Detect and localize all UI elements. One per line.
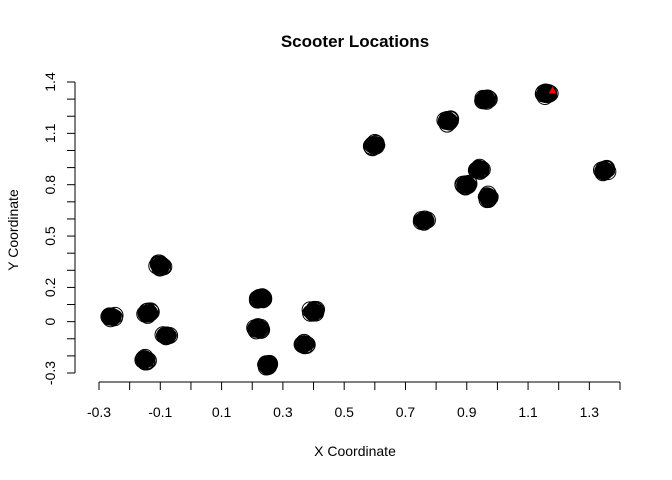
y-tick-label: 0.5 [42, 226, 58, 246]
data-point [259, 356, 277, 374]
point-cluster [362, 134, 386, 157]
data-point [296, 337, 314, 355]
point-cluster [412, 210, 436, 231]
x-tick-label: 1.1 [518, 404, 538, 420]
data-point [294, 335, 312, 353]
x-tick-label: 0.3 [273, 404, 293, 420]
data-point [252, 318, 270, 336]
data-point [478, 187, 496, 205]
y-axis: -0.3 0 0.2 0.5 0.8 1.1 1.4 [42, 72, 76, 385]
data-point [438, 110, 456, 128]
point-cluster [154, 326, 179, 346]
data-point [248, 318, 266, 336]
data-point [258, 356, 276, 374]
point-cluster [592, 159, 617, 182]
point-cluster [246, 318, 271, 340]
data-point [161, 326, 179, 344]
data-point [481, 189, 499, 207]
point-cluster [134, 348, 157, 371]
data-points [100, 83, 617, 376]
data-point [456, 175, 474, 193]
data-point [156, 327, 174, 345]
data-point [138, 305, 156, 323]
data-point [536, 88, 554, 106]
point-cluster [436, 110, 460, 133]
y-tick-label: 0 [42, 318, 58, 326]
data-point [437, 112, 455, 130]
data-point [595, 162, 613, 180]
data-point [412, 212, 430, 230]
data-point [252, 288, 270, 306]
x-tick-label: 0.9 [457, 404, 477, 420]
point-cluster [257, 354, 279, 376]
data-point [367, 137, 385, 155]
x-tick-label: 0.7 [396, 404, 416, 420]
data-point [480, 90, 498, 108]
x-tick-label: -0.1 [148, 404, 172, 420]
y-tick-label: 0.2 [42, 277, 58, 297]
point-cluster [534, 83, 559, 106]
data-point [475, 90, 493, 108]
data-point [454, 176, 472, 194]
y-tick-label: 1.4 [42, 72, 58, 92]
y-tick-label: 0.8 [42, 175, 58, 195]
highlight-triangle [548, 86, 557, 94]
point-cluster [136, 302, 160, 324]
data-point [248, 291, 266, 309]
point-cluster [293, 333, 316, 355]
data-point [152, 259, 170, 277]
data-point [304, 303, 322, 321]
chart-title: Scooter Locations [281, 32, 429, 51]
x-tick-label: 1.3 [580, 404, 600, 420]
data-point [103, 307, 121, 325]
data-point [301, 301, 319, 319]
x-axis-label: X Coordinate [314, 443, 396, 459]
point-cluster [474, 89, 498, 110]
data-point [149, 254, 167, 272]
point-cluster [454, 174, 478, 196]
point-cluster [248, 288, 273, 309]
data-point [104, 308, 122, 326]
x-axis: -0.3 -0.1 0.1 0.3 0.5 0.7 0.9 1.1 1.3 [87, 381, 621, 420]
point-cluster [301, 300, 326, 322]
data-point [255, 289, 273, 307]
y-tick-label: -0.3 [42, 361, 58, 385]
point-cluster [467, 158, 491, 180]
x-tick-label: -0.3 [87, 404, 111, 420]
y-axis-label: Y Coordinate [5, 189, 21, 271]
data-point [139, 304, 157, 322]
data-point [307, 302, 325, 320]
data-point [418, 211, 436, 229]
x-tick-label: 0.5 [334, 404, 354, 420]
y-tick-label: 1.1 [42, 123, 58, 143]
data-point [136, 350, 154, 368]
point-cluster [100, 306, 124, 328]
data-point [467, 161, 485, 179]
data-point [254, 291, 272, 309]
data-point [154, 258, 172, 276]
point-cluster [148, 254, 173, 277]
data-point [260, 354, 278, 372]
x-tick-label: 0.1 [212, 404, 232, 420]
data-point [470, 160, 488, 178]
point-cluster [477, 185, 499, 209]
data-point [363, 139, 381, 157]
data-point [135, 350, 153, 368]
